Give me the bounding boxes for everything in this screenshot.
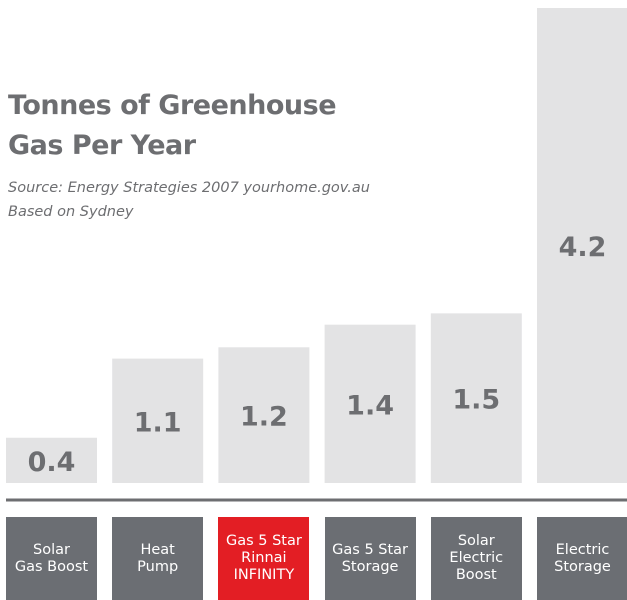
category-label: Gas 5 Star Storage xyxy=(324,517,416,600)
value-label: 1.4 xyxy=(346,390,394,421)
category-label: Solar Electric Boost xyxy=(430,517,522,600)
category-label: Solar Gas Boost xyxy=(6,517,97,600)
value-label: 4.2 xyxy=(559,232,607,263)
value-label: 1.5 xyxy=(452,385,500,416)
bar xyxy=(537,8,627,483)
category-label: Electric Storage xyxy=(537,517,627,600)
bar xyxy=(430,313,522,483)
bar xyxy=(324,324,416,483)
bar xyxy=(6,437,97,483)
bar xyxy=(218,347,310,483)
category-label: Gas 5 Star Rinnai INFINITY xyxy=(218,517,310,600)
chart-subtitle: Source: Energy Strategies 2007 yourhome.… xyxy=(8,180,370,220)
value-label: 0.4 xyxy=(28,447,76,478)
value-label: 1.2 xyxy=(240,402,288,433)
value-label: 1.1 xyxy=(134,407,182,438)
chart-title: Tonnes of Greenhouse Gas Per Year xyxy=(8,90,337,161)
category-label: Heat Pump xyxy=(112,517,204,600)
bar xyxy=(112,358,204,483)
